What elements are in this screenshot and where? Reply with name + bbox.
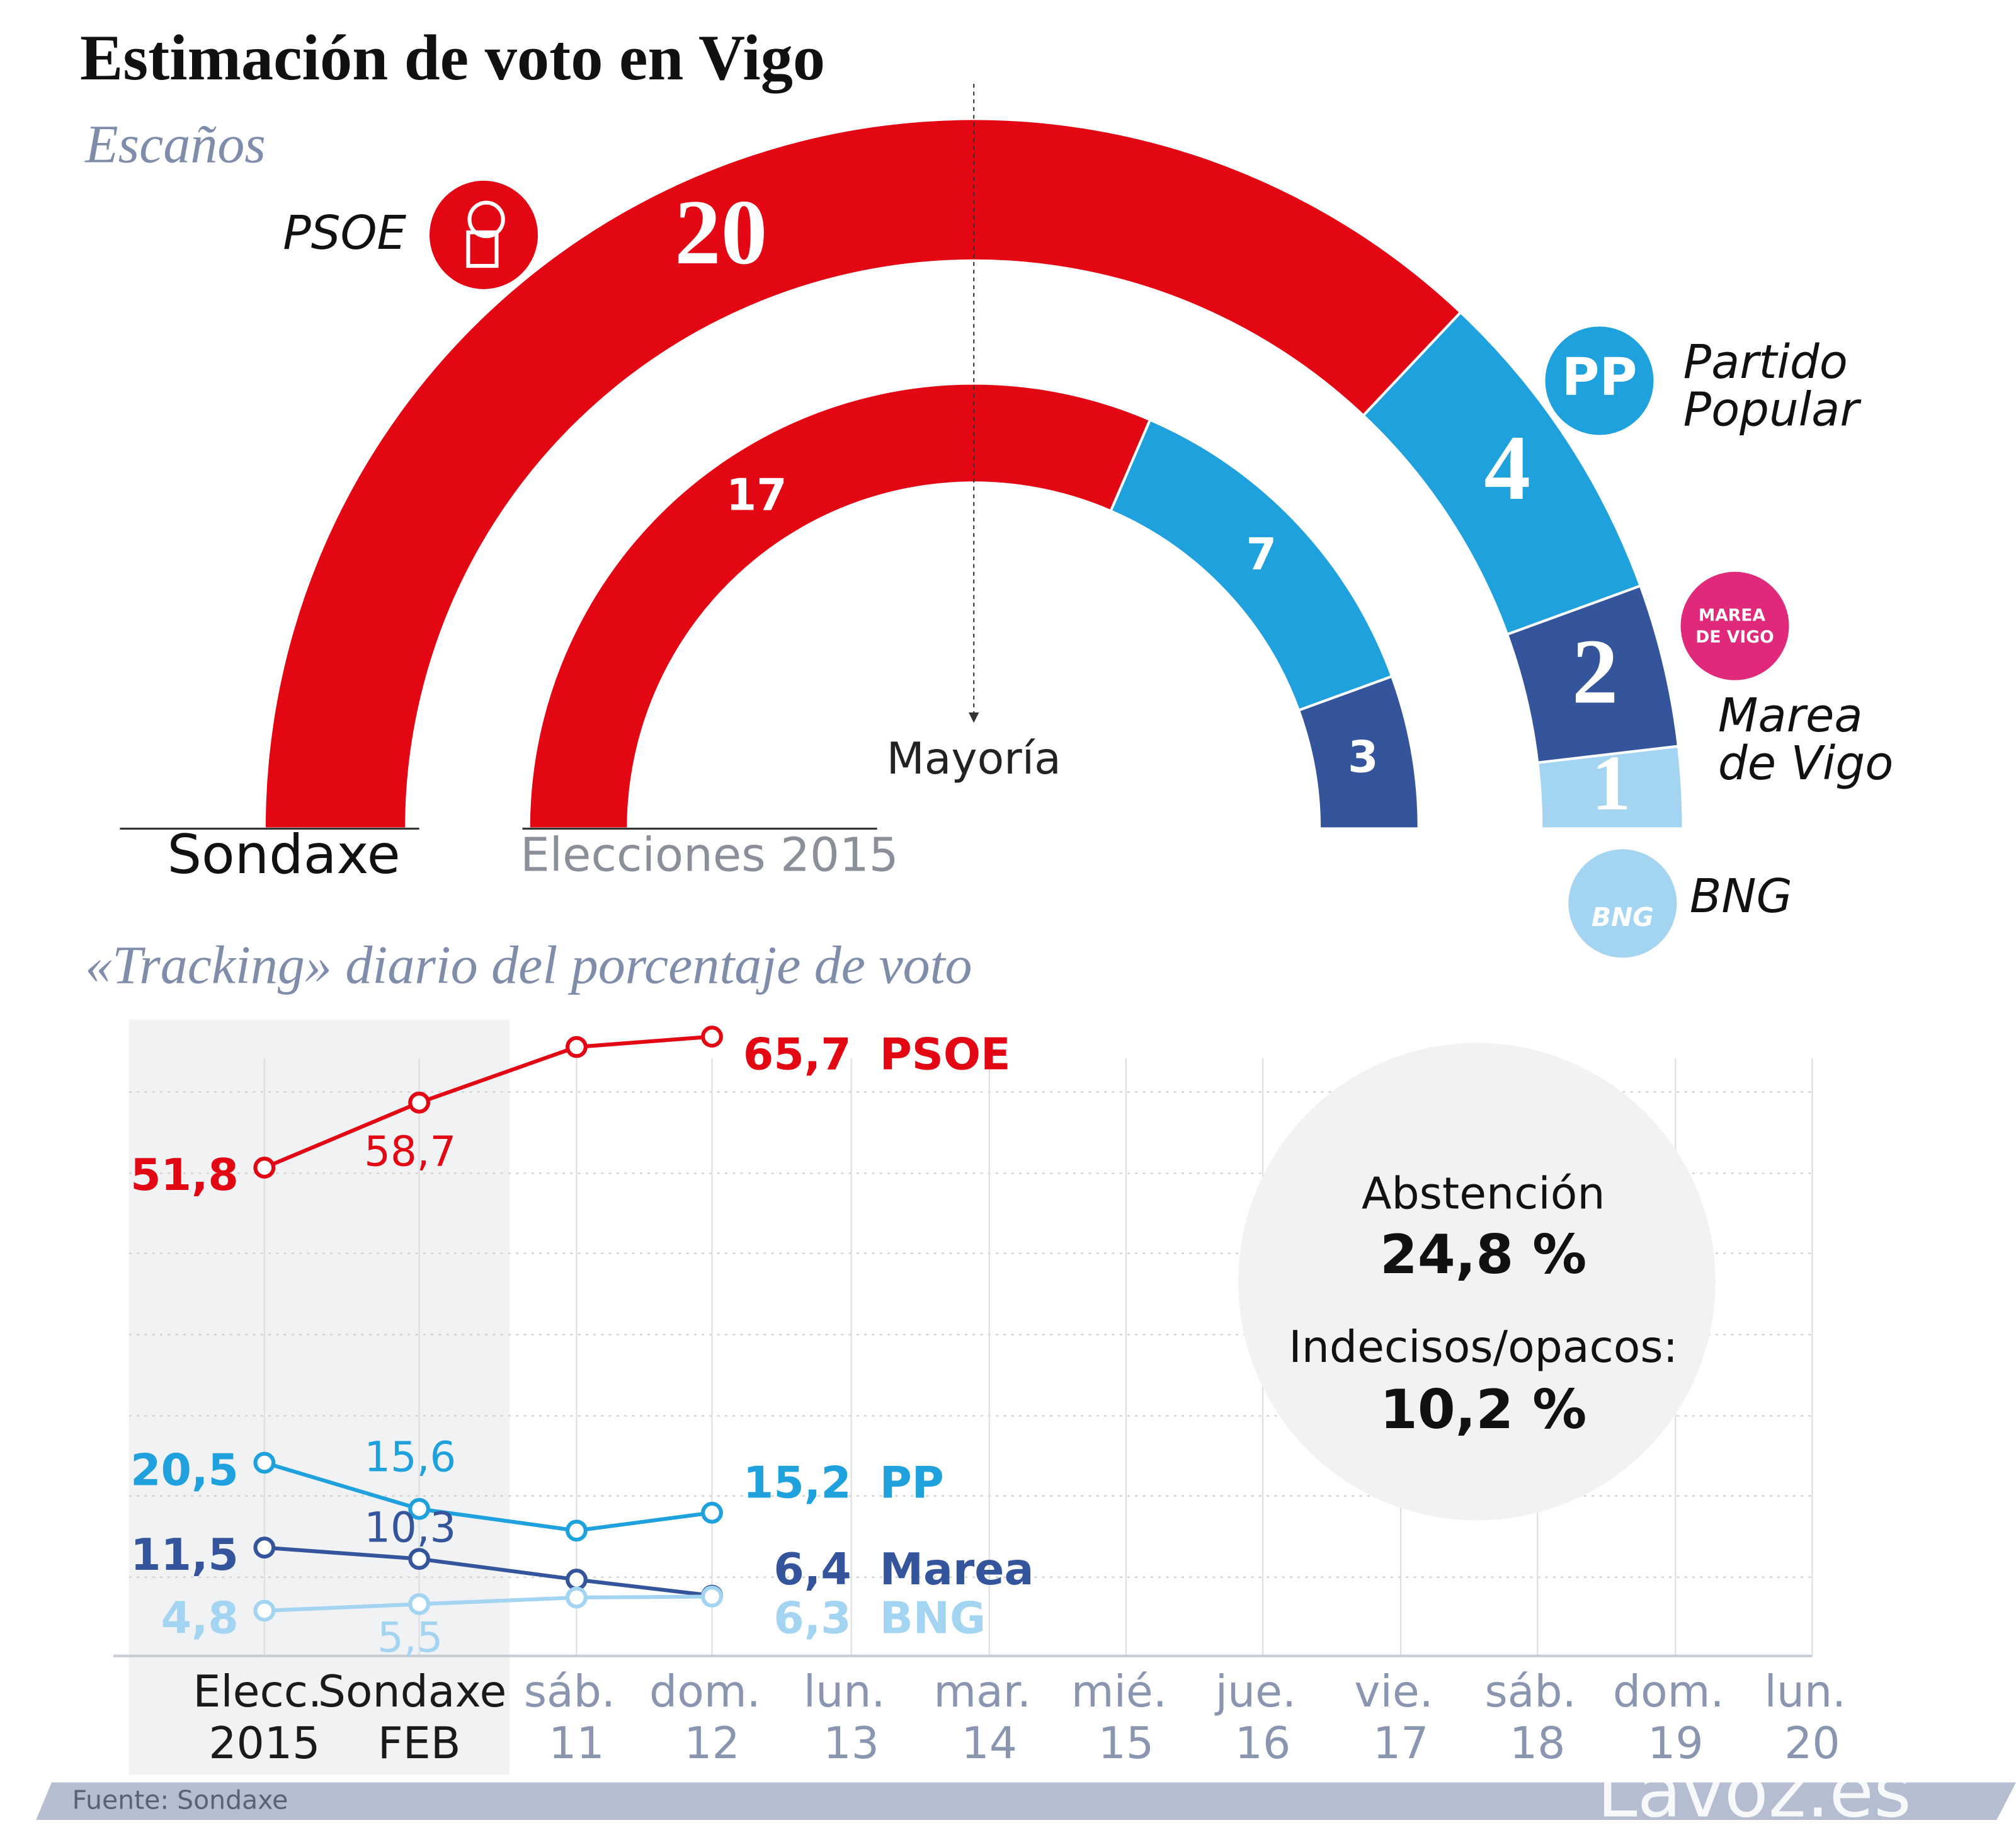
data-point (253, 1599, 276, 1622)
value-label: 15,6 (364, 1434, 456, 1482)
value-label: 6,3 (773, 1593, 851, 1644)
x-tick-label: Elecc. 2015 (193, 1666, 336, 1769)
series-line (264, 1594, 712, 1613)
party-name: Marea de Vigo (1718, 689, 1893, 791)
x-tick-label: jue. 16 (1214, 1666, 1311, 1769)
seat-label: 2 (1572, 620, 1619, 723)
seat-label: 1 (1592, 740, 1631, 827)
annotation-value: 24,8 % (1380, 1223, 1586, 1286)
value-label: 58,7 (364, 1128, 456, 1175)
footer-band (36, 1782, 2016, 1820)
data-point (566, 1519, 588, 1542)
seat-label: 17 (726, 470, 787, 521)
data-point (408, 1548, 431, 1570)
data-point (408, 1091, 431, 1114)
brand: Lavoz.es (1597, 1750, 1911, 1834)
logo-icon (466, 230, 499, 268)
value-label: 65,7 (743, 1029, 851, 1080)
seat-label: 4 (1484, 416, 1530, 519)
seat-segment (263, 117, 1463, 830)
x-tick-label: dom. 19 (1613, 1666, 1738, 1769)
majority-arrow (969, 712, 979, 723)
series-name: BNG (880, 1593, 986, 1644)
x-tick-label: vie. 17 (1354, 1666, 1447, 1769)
value-label: 51,8 (130, 1150, 239, 1201)
series-label: Sondaxe (167, 823, 400, 886)
data-point (408, 1593, 431, 1615)
value-label: 11,5 (130, 1530, 239, 1581)
seat-segment (527, 382, 1152, 830)
chart-title: Estimación de voto en Vigo (80, 23, 825, 94)
party-logo (1545, 326, 1654, 435)
annotation: Mayoría (887, 733, 1061, 784)
data-point (253, 1536, 276, 1559)
value-label: 10,3 (364, 1504, 456, 1552)
x-tick-label: lun. 13 (804, 1666, 899, 1769)
data-point (253, 1451, 276, 1474)
annotation-label: Abstención (1362, 1168, 1605, 1219)
series-line (263, 1461, 712, 1533)
data-point (408, 1497, 431, 1520)
data-point (701, 1586, 723, 1608)
annotation-value: 10,2 % (1380, 1378, 1586, 1441)
data-point (253, 1157, 276, 1179)
value-label: 20,5 (130, 1444, 239, 1495)
x-tick-label: sáb. 11 (524, 1666, 629, 1769)
value-label: 15,2 (743, 1457, 851, 1508)
data-point (566, 1036, 588, 1058)
annotation-bubble (1238, 1043, 1716, 1521)
data-point (566, 1586, 588, 1609)
party-name: BNG (1690, 870, 1792, 924)
series-line (264, 1545, 712, 1598)
chart-title: «Tracking» diario del porcentaje de voto (85, 935, 972, 995)
data-point (701, 1501, 723, 1524)
seat-segment (1535, 745, 1685, 830)
logo-icon (467, 200, 505, 239)
series-name: Marea (880, 1544, 1034, 1595)
party-name: PSOE (283, 207, 406, 260)
data-point (701, 1026, 723, 1048)
party-logo (1568, 849, 1677, 958)
x-tick-label: sáb. 18 (1485, 1666, 1590, 1769)
seat-segment (1297, 675, 1420, 830)
series-line (263, 1034, 712, 1170)
value-label: 4,8 (161, 1593, 239, 1644)
logo-label: MAREA DE VIGO (1695, 605, 1774, 647)
x-tick-label: lun. 20 (1764, 1666, 1860, 1769)
seat-label: 7 (1246, 529, 1277, 580)
annotation-label: Indecisos/opacos: (1289, 1322, 1678, 1373)
series-name: PSOE (880, 1029, 1011, 1080)
party-logo (1680, 571, 1789, 680)
logo-label: PP (1561, 348, 1637, 408)
value-label: 6,4 (773, 1544, 851, 1595)
chart-subtitle: Escaños (84, 113, 266, 174)
series-label: Elecciones 2015 (520, 829, 899, 883)
seat-label: 20 (675, 181, 767, 283)
x-tick-label: mié. 15 (1071, 1666, 1181, 1769)
data-point (566, 1569, 588, 1591)
series-name: PP (880, 1457, 944, 1508)
value-label: 5,5 (377, 1614, 443, 1662)
x-tick-label: Sondaxe FEB (318, 1666, 521, 1769)
logo-label: BNG (1592, 902, 1654, 932)
source: Fuente: Sondaxe (72, 1785, 288, 1815)
party-name: Partido Popular (1683, 336, 1863, 437)
x-tick-label: dom. 12 (649, 1666, 775, 1769)
seat-label: 3 (1348, 731, 1378, 782)
x-tick-label: mar. 14 (933, 1666, 1045, 1769)
